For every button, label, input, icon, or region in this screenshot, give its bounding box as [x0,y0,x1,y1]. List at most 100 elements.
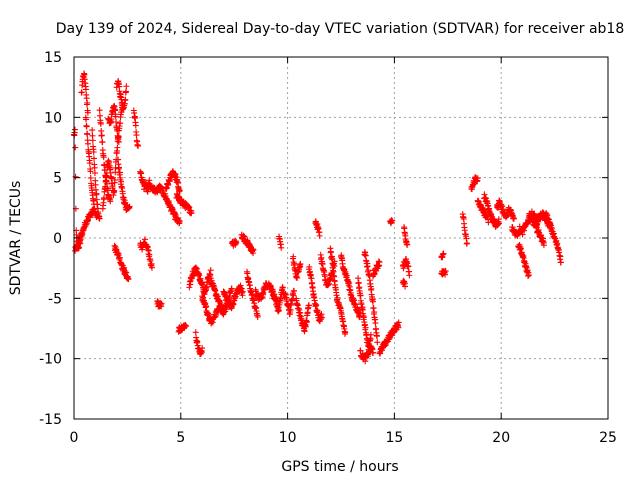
data-point [278,244,285,251]
data-point [250,246,257,253]
y-tick-label: -15 [39,412,62,428]
data-point [86,160,93,167]
data-point [92,181,99,188]
data-point [402,283,409,290]
data-point [111,187,118,194]
x-tick-label: 0 [70,430,79,446]
data-point [400,265,407,272]
data-point [107,198,114,205]
data-point [90,148,97,155]
data-point [148,264,155,271]
data-point [176,218,183,225]
data-point [370,349,377,356]
data-point [106,159,113,166]
data-point [291,287,298,294]
data-point [83,116,90,123]
data-point [84,140,91,147]
x-tick-label: 10 [279,430,297,446]
data-point [367,331,374,338]
data-point [123,83,130,90]
data-point [102,183,109,190]
data-point [277,295,284,302]
data-point [207,267,214,274]
data-point [342,329,349,336]
data-point [395,324,402,331]
data-point [327,248,334,255]
data-point [135,142,142,149]
data-point [372,320,379,327]
data-point [306,263,313,270]
data-point [100,154,107,161]
data-point [72,144,79,151]
data-point [373,333,380,340]
data-point [463,235,470,242]
y-axis-label: SDTVAR / TECUs [8,181,24,296]
data-point [72,173,79,180]
data-point [355,279,362,286]
data-point [176,187,183,194]
x-tick-label: 15 [385,430,403,446]
data-points [71,70,565,365]
data-point [87,168,94,175]
data-point [89,137,96,144]
data-point [511,215,518,222]
axes: 0 5 10 15 20 25 -15 -10 -5 0 5 10 15 [39,50,617,446]
data-point [291,260,298,267]
data-point [442,268,449,275]
data-point [108,175,115,182]
data-point [113,119,120,126]
data-point [375,263,382,270]
data-point [314,220,321,227]
data-point [112,113,119,120]
data-point [474,175,481,182]
data-point [440,250,447,257]
data-point [133,132,140,139]
data-point [172,170,179,177]
y-tick-label: 10 [44,110,62,126]
x-tick-label: 20 [492,430,510,446]
data-point [145,247,152,254]
data-point [297,309,304,316]
data-point [83,123,90,130]
data-point [199,345,206,352]
data-point [297,260,304,267]
data-point [99,139,106,146]
data-point [71,126,78,133]
data-point [122,96,129,103]
data-point [254,313,261,320]
y-tick-label: 5 [53,171,62,187]
data-point [290,253,297,260]
data-point [369,298,376,305]
data-point [464,240,471,247]
data-point [346,280,353,287]
data-point [357,292,364,299]
data-point [132,122,139,129]
data-point [91,155,98,162]
data-point [313,301,320,308]
data-point [117,120,124,127]
data-point [558,259,565,266]
y-tick-label: -10 [39,352,62,368]
data-point [91,170,98,177]
data-point [370,304,377,311]
data-point [114,144,121,151]
data-point [111,176,118,183]
data-point [82,86,89,93]
data-point [186,204,193,211]
data-point [172,211,179,218]
data-point [83,95,90,102]
chart-title: Day 139 of 2024, Sidereal Day-to-day VTE… [56,21,625,37]
data-point [279,284,286,291]
data-point [305,302,312,309]
x-tick-label: 25 [599,430,617,446]
data-point [287,306,294,313]
data-point [192,329,199,336]
data-point [376,259,383,266]
data-point [275,307,282,314]
data-point [371,309,378,316]
data-point [499,203,506,210]
data-point [395,319,402,326]
grid [74,57,608,419]
data-point [294,274,301,281]
